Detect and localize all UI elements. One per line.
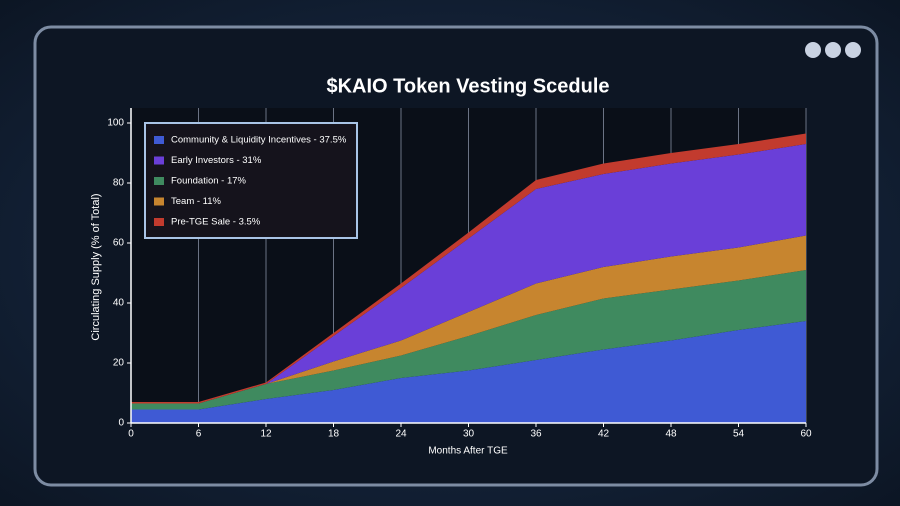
x-axis-label: Months After TGE <box>428 446 508 457</box>
window-dot[interactable] <box>845 42 861 58</box>
legend-label: Community & Liquidity Incentives - 37.5% <box>171 135 347 146</box>
x-tick-label: 60 <box>800 429 812 440</box>
area <box>131 235 806 404</box>
area <box>131 270 806 410</box>
x-tick-label: 24 <box>395 429 407 440</box>
y-tick-label: 40 <box>113 298 125 309</box>
legend-label: Team - 11% <box>171 196 222 207</box>
x-tick-label: 48 <box>665 429 677 440</box>
legend-label: Foundation - 17% <box>171 176 247 187</box>
legend-swatch <box>154 177 164 185</box>
area <box>131 321 806 423</box>
legend-swatch <box>154 156 164 165</box>
x-tick-label: 30 <box>463 429 475 440</box>
x-tick-label: 54 <box>733 429 745 440</box>
plot: 0 6 12 18 24 30 36 42 48 54 60 0 20 40 60 80 100 Communit… <box>107 108 812 440</box>
legend-label: Early Investors - 31% <box>171 155 262 166</box>
chart-title: $KAIO Token Vesting Scedule <box>326 75 609 97</box>
y-tick-label: 80 <box>113 178 125 189</box>
x-tick-label: 6 <box>196 429 202 440</box>
legend-swatch <box>154 218 164 226</box>
x-tick-label: 12 <box>260 429 272 440</box>
legend-swatch <box>154 197 164 206</box>
window-dot[interactable] <box>805 42 821 58</box>
area <box>131 144 806 404</box>
x-tick-label: 42 <box>598 429 610 440</box>
y-tick-label: 100 <box>107 118 124 129</box>
x-tick-label: 18 <box>328 429 340 440</box>
legend <box>144 122 358 239</box>
legend-swatch <box>154 136 164 144</box>
window-dot[interactable] <box>825 42 841 58</box>
x-tick-label: 0 <box>128 429 134 440</box>
legend-label: Pre-TGE Sale - 3.5% <box>171 217 261 228</box>
y-tick-label: 20 <box>113 358 125 369</box>
x-tick-label: 36 <box>530 429 542 440</box>
y-axis-label: Circulating Supply (% of Total) <box>90 193 102 340</box>
y-tick-label: 60 <box>113 238 125 249</box>
y-tick-label: 0 <box>118 418 124 429</box>
